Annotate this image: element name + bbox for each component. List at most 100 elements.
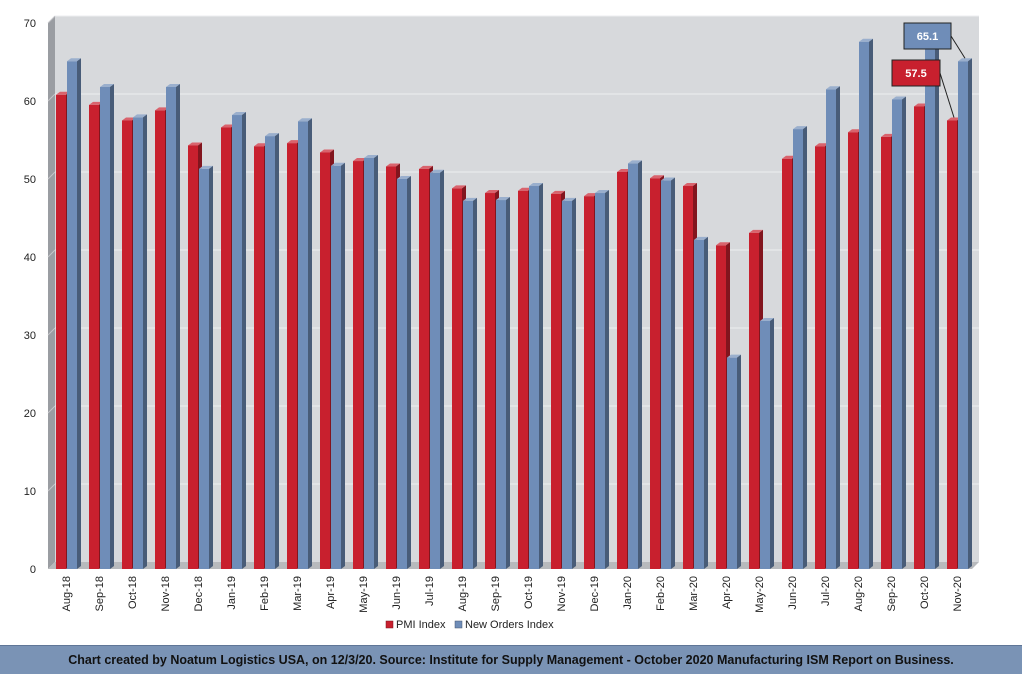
bar-top xyxy=(331,162,345,166)
y-tick-label: 50 xyxy=(24,174,36,186)
bar-new-orders-Dec-18 xyxy=(199,165,213,570)
bar-front xyxy=(133,117,143,569)
bar-new-orders-Mar-20 xyxy=(694,236,708,569)
bar-front xyxy=(67,61,77,569)
bar-top xyxy=(661,177,675,181)
bar-front xyxy=(562,200,572,569)
legend-item-pmi: PMI Index xyxy=(385,619,446,631)
bar-front xyxy=(320,152,330,570)
bar-new-orders-Oct-18 xyxy=(133,114,147,569)
callouts-layer: 65.1 57.5 xyxy=(891,22,966,118)
bar-side xyxy=(572,197,576,569)
bar-side xyxy=(770,317,774,569)
bar-chart: 0 10 20 30 40 50 60 70 Aug-18 Sep-18 Oct-18 Nov-18… xyxy=(24,15,979,631)
bar-top xyxy=(364,154,378,158)
callout-label: 65.1 xyxy=(917,31,938,43)
bar-top xyxy=(89,101,103,105)
bar-side xyxy=(902,96,906,569)
bar-new-orders-Sep-19 xyxy=(496,197,510,569)
bar-top xyxy=(881,133,895,137)
bar-top xyxy=(232,112,246,116)
bar-side xyxy=(407,176,411,569)
x-tick-label: Oct-18 xyxy=(127,576,139,609)
callout-label: 57.5 xyxy=(905,68,926,80)
legend-swatch xyxy=(454,620,463,629)
bar-new-orders-May-20 xyxy=(760,317,774,569)
x-tick-label: Jun-19 xyxy=(391,576,403,610)
y-axis-ticks: 0 10 20 30 40 50 60 70 xyxy=(24,18,36,576)
callout-leader-line xyxy=(939,72,955,118)
x-tick-label: Apr-19 xyxy=(325,576,337,609)
bar-front xyxy=(188,145,198,569)
bar-top xyxy=(133,114,147,118)
bar-top xyxy=(287,140,301,144)
x-tick-label: Aug-19 xyxy=(457,576,469,611)
bar-front xyxy=(122,120,132,569)
bar-side xyxy=(110,83,114,570)
bar-top xyxy=(155,107,169,111)
bar-front xyxy=(914,106,924,570)
bar-new-orders-Jul-20 xyxy=(826,86,840,570)
bar-top xyxy=(760,317,774,321)
bar-top xyxy=(815,143,829,147)
bar-front xyxy=(331,165,341,570)
bar-side xyxy=(308,118,312,569)
callout-box xyxy=(903,22,952,50)
bar-front xyxy=(650,178,660,569)
x-tick-label: Oct-20 xyxy=(919,576,931,609)
bar-top xyxy=(100,83,114,87)
bar-top xyxy=(221,124,235,128)
bar-front xyxy=(925,39,935,569)
bar-new-orders-May-19 xyxy=(364,154,378,569)
x-tick-label: Oct-19 xyxy=(523,576,535,609)
x-tick-label: Jul-19 xyxy=(424,576,436,606)
bar-front xyxy=(958,61,968,569)
bar-new-orders-Nov-20 xyxy=(958,58,972,569)
bar-top xyxy=(694,236,708,240)
y-tick-label: 30 xyxy=(24,330,36,342)
bar-front xyxy=(529,186,539,569)
bar-top xyxy=(914,103,928,107)
y-tick-label: 10 xyxy=(24,486,36,498)
bar-side xyxy=(506,197,510,569)
bar-side xyxy=(143,114,147,569)
bar-side xyxy=(77,58,81,569)
y-tick-label: 0 xyxy=(30,564,36,576)
bar-top xyxy=(782,155,796,159)
bar-front xyxy=(166,86,176,570)
bar-top xyxy=(617,168,631,172)
gridline-side xyxy=(47,171,56,180)
bar-front xyxy=(595,193,605,570)
bar-new-orders-Jun-20 xyxy=(793,126,807,569)
bar-side xyxy=(671,177,675,569)
bar-side xyxy=(341,162,345,570)
x-tick-label: Mar-19 xyxy=(292,576,304,611)
bar-front xyxy=(892,99,902,569)
bar-front xyxy=(793,129,803,569)
x-tick-label: Apr-20 xyxy=(721,576,733,609)
bar-new-orders-Aug-18 xyxy=(67,58,81,569)
bar-top xyxy=(584,193,598,197)
bar-side xyxy=(869,38,873,570)
bar-top xyxy=(562,197,576,201)
bar-top xyxy=(265,133,279,137)
bars-layer xyxy=(56,36,972,570)
bar-front xyxy=(419,168,429,570)
x-tick-label: Mar-20 xyxy=(688,576,700,611)
bar-front xyxy=(749,232,759,569)
x-axis-ticks: Aug-18 Sep-18 Oct-18 Nov-18 Dec-18 Jan-19 Feb-… xyxy=(61,576,964,613)
x-tick-label: Aug-20 xyxy=(853,576,865,611)
x-tick-label: Nov-19 xyxy=(556,576,568,611)
bar-front xyxy=(683,186,693,569)
x-tick-label: Jun-20 xyxy=(787,576,799,610)
bar-new-orders-Jul-19 xyxy=(430,169,444,569)
bar-front xyxy=(694,239,704,569)
x-tick-label: Nov-18 xyxy=(160,576,172,611)
callout-new-orders: 65.1 xyxy=(903,22,966,59)
bar-top xyxy=(485,190,499,194)
bar-side xyxy=(242,112,246,569)
bar-top xyxy=(859,38,873,42)
bar-front xyxy=(199,168,209,570)
gridline-side xyxy=(47,483,56,492)
bar-top xyxy=(56,91,70,95)
